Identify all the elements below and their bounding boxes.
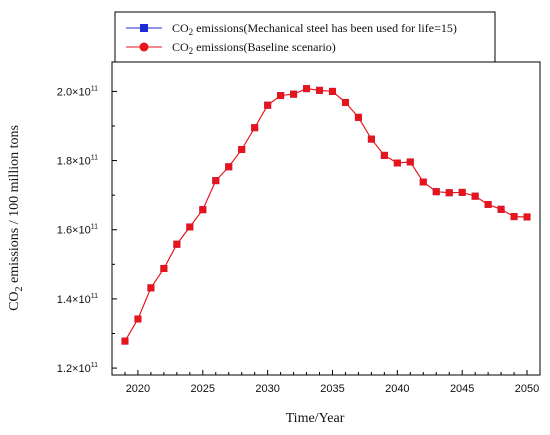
data-point-marker: [173, 240, 181, 248]
y-axis-title: CO2 emissions / 100 million tons: [7, 125, 25, 311]
data-point-marker: [523, 213, 531, 221]
data-point-marker: [367, 135, 375, 143]
x-tick-label: 2020: [126, 383, 150, 395]
data-point-marker: [471, 192, 479, 200]
y-tick-label: 1.6×1011: [57, 224, 98, 237]
data-point-marker: [445, 189, 453, 197]
data-point-marker: [121, 337, 129, 345]
x-tick-label: 2030: [255, 383, 279, 395]
y-tick-label: 1.4×1011: [57, 293, 98, 306]
data-point-marker: [497, 205, 505, 213]
plot-area: [111, 61, 541, 376]
data-point-marker: [238, 146, 246, 154]
data-point-marker: [328, 87, 336, 95]
y-axis: 1.2×1011 1.4×1011 1.6×1011 1.8×1011 2.0×1011: [57, 85, 117, 375]
x-axis: 2020 2025 2030 2035 2040 2045 2050: [124, 370, 539, 395]
data-point-marker: [406, 158, 414, 166]
data-point-marker: [432, 188, 440, 196]
data-point-marker: [510, 213, 518, 221]
data-point-marker: [134, 315, 142, 323]
data-point-marker: [354, 113, 362, 121]
x-tick-label: 2040: [385, 383, 409, 395]
data-point-marker: [264, 101, 272, 109]
data-point-marker: [303, 85, 311, 93]
x-tick-label: 2025: [191, 383, 215, 395]
x-tick-label: 2050: [515, 383, 539, 395]
data-point-marker: [316, 86, 324, 94]
legend: CO2 emissions(Mechanical steel has been …: [114, 11, 496, 63]
y-tick-label: 1.2×1011: [57, 362, 98, 375]
y-tick-label: 2.0×1011: [57, 85, 98, 98]
data-point-marker: [380, 151, 388, 159]
data-point-marker: [341, 98, 349, 106]
data-point-marker: [484, 200, 492, 208]
data-point-marker: [225, 163, 233, 171]
data-point-marker: [251, 124, 259, 132]
data-point-marker: [458, 188, 466, 196]
data-point-marker: [147, 284, 155, 292]
y-axis-title-sub: 2: [14, 286, 25, 291]
y-tick-label: 1.8×1011: [57, 155, 98, 168]
y-axis-title-prefix: CO: [7, 291, 22, 310]
data-point-marker: [277, 92, 285, 100]
series-line-1: [124, 88, 528, 342]
legend-box: [114, 11, 496, 63]
data-point-marker: [186, 223, 194, 231]
series-layer: [121, 85, 531, 345]
x-axis-title: Time/Year: [286, 411, 345, 426]
data-point-marker: [160, 264, 168, 272]
data-point-marker: [212, 177, 220, 185]
y-axis-title-rest: emissions / 100 million tons: [7, 125, 22, 286]
data-point-marker: [290, 90, 298, 98]
x-tick-label: 2035: [320, 383, 344, 395]
series-line-0: [124, 88, 528, 342]
legend-marker-square: [140, 24, 148, 32]
data-point-marker: [393, 159, 401, 167]
legend-marker-circle: [139, 42, 149, 52]
x-tick-label: 2045: [450, 383, 474, 395]
data-point-marker: [199, 206, 207, 214]
data-point-marker: [419, 178, 427, 186]
plot-frame: [111, 61, 541, 376]
legend-label-mechanical: CO2 emissions(Mechanical steel has been …: [172, 21, 457, 37]
legend-label-baseline: CO2 emissions(Baseline scenario): [172, 40, 336, 56]
